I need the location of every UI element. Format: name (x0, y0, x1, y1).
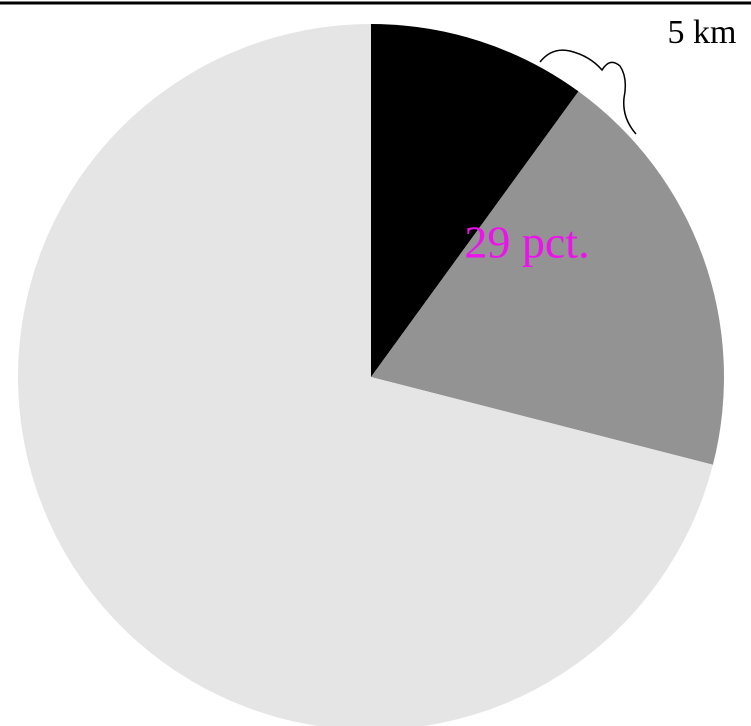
pie-slice (371, 91, 724, 465)
slices (18, 24, 724, 726)
percent-annotation: 29 pct. (464, 217, 589, 268)
pie-slice (371, 24, 579, 377)
pie-slice (18, 24, 713, 726)
brace (539, 49, 637, 135)
distance-annotation: 5 km (668, 14, 737, 51)
